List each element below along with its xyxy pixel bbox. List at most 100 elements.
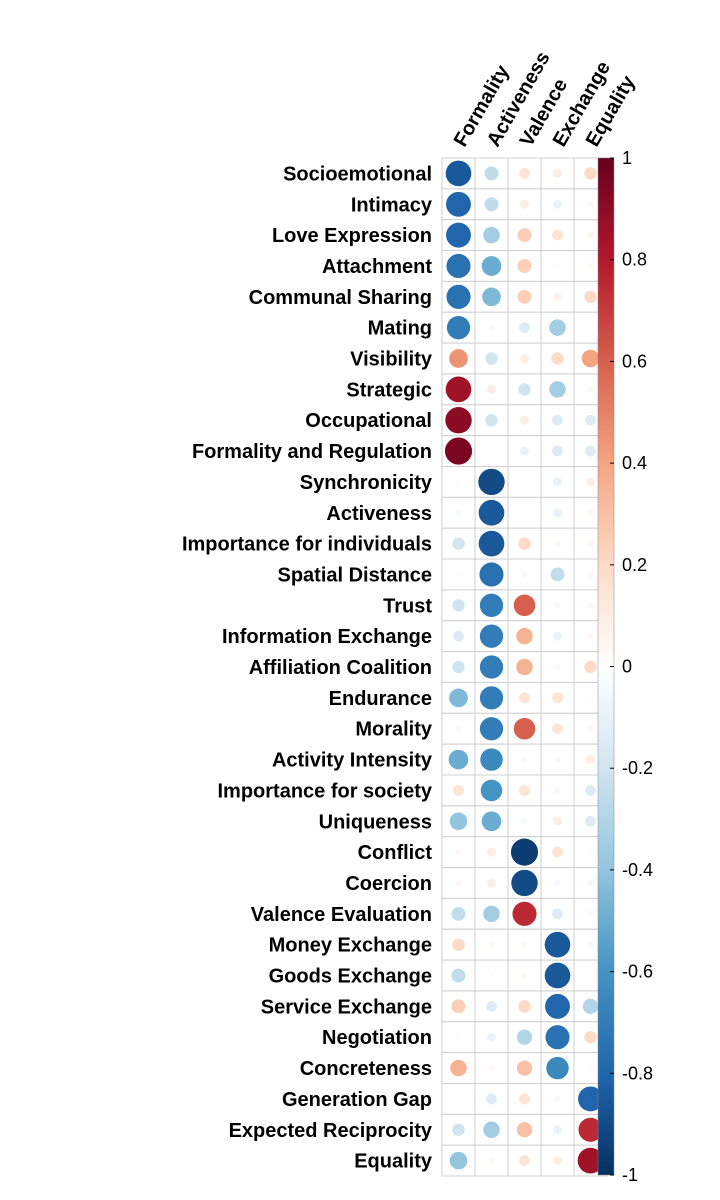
correlation-circle [585, 445, 596, 457]
correlation-circle [516, 627, 533, 645]
row-label: Negotiation [322, 1027, 432, 1049]
correlation-circle [444, 437, 473, 465]
correlation-circle [452, 537, 465, 550]
correlation-circle [519, 1155, 530, 1167]
correlation-circle [521, 571, 528, 578]
correlation-circle [453, 630, 464, 642]
correlation-circle [519, 692, 530, 704]
correlation-circle [544, 931, 571, 958]
correlation-circle [521, 756, 528, 763]
row-label: Conflict [358, 842, 433, 864]
correlation-circle [512, 901, 537, 926]
correlation-circle [489, 973, 494, 978]
column-labels: FormalityActivenessValenceExchangeEquali… [450, 48, 640, 150]
grid-cell [474, 435, 509, 467]
row-label: Service Exchange [261, 996, 432, 1018]
correlation-circle [544, 962, 571, 989]
correlation-circle [456, 1035, 461, 1040]
correlation-circle [488, 1157, 495, 1164]
correlation-circle [455, 725, 462, 732]
correlation-circle [521, 941, 528, 948]
correlation-circle [553, 816, 562, 826]
correlation-circle [546, 1056, 569, 1080]
correlation-circle [578, 1086, 603, 1112]
row-label: Valence Evaluation [251, 904, 432, 926]
correlation-circle [516, 1122, 533, 1138]
correlation-circle [552, 846, 563, 858]
correlation-circle [478, 530, 505, 557]
correlation-circle [554, 602, 561, 609]
correlation-circle [481, 256, 502, 276]
correlation-circle [446, 253, 471, 279]
correlation-circle [584, 290, 597, 304]
grid-cell [507, 188, 542, 221]
correlation-circle [553, 477, 562, 487]
correlation-circle [521, 972, 528, 979]
row-label: Love Expression [272, 225, 432, 247]
colorbar-tick-label: -1 [622, 1165, 638, 1185]
correlation-circle [554, 787, 561, 794]
correlation-circle [553, 169, 562, 178]
correlation-circle [480, 779, 503, 802]
correlation-circle [553, 508, 562, 518]
correlation-circle [554, 1095, 561, 1103]
correlation-circle [587, 232, 594, 239]
row-label: Socioemotional [283, 163, 432, 185]
correlation-circle [588, 695, 593, 700]
correlation-circle [479, 593, 504, 617]
row-label: Importance for society [217, 780, 432, 802]
colorbar-tick-label: -0.2 [622, 758, 653, 778]
correlation-circle [587, 201, 594, 208]
row-label: Intimacy [351, 194, 433, 216]
row-label: Coercion [345, 873, 432, 895]
grid-cell [507, 466, 542, 498]
correlation-circle [587, 602, 594, 609]
correlation-circle [587, 540, 594, 547]
correlation-circle [480, 748, 503, 771]
correlation-circle [519, 168, 530, 179]
colorbar-tick-label: -0.6 [622, 962, 653, 982]
correlation-circle [520, 446, 529, 456]
correlation-circle [584, 167, 597, 180]
correlation-circle [587, 633, 594, 640]
row-label: Goods Exchange [269, 966, 432, 988]
correlation-circle [587, 910, 594, 917]
correlation-circle [545, 993, 570, 1019]
correlation-circle [478, 468, 505, 496]
correlation-circle [487, 847, 496, 857]
correlation-circle [585, 414, 596, 426]
correlation-circle [517, 259, 532, 273]
correlation-circle [487, 1032, 496, 1042]
correlation-circle [453, 785, 464, 796]
correlation-circle [487, 384, 496, 394]
colorbar-tick-label: -0.8 [622, 1063, 653, 1083]
correlation-circle [451, 999, 466, 1014]
correlation-circle [445, 407, 472, 434]
correlation-circle [488, 1064, 495, 1072]
correlation-circle [519, 322, 530, 334]
color-legend: -1 -0.8 -0.6 -0.4 -0.2 0 0.2 0.4 0.6 0.8 1 [597, 148, 653, 1185]
row-label: Affiliation Coalition [249, 657, 432, 679]
row-label: Importance for individuals [182, 534, 432, 556]
correlation-circle [513, 717, 536, 740]
correlation-circle [587, 941, 594, 948]
grid-cell [540, 1144, 575, 1177]
correlation-circle [448, 749, 469, 770]
correlation-circle [552, 414, 563, 426]
correlation-circle [486, 1093, 497, 1105]
correlation-circle [445, 160, 472, 187]
correlation-circle [553, 1125, 562, 1135]
row-label: Attachment [322, 256, 432, 278]
row-label: Occupational [305, 410, 432, 432]
colorbar-tick-label: 1 [622, 148, 632, 168]
correlation-circle [481, 811, 502, 832]
correlation-circle [456, 1096, 461, 1101]
correlation-circle [549, 381, 566, 398]
correlation-circle [551, 352, 564, 365]
colorbar-tick-label: -0.4 [622, 860, 653, 880]
correlation-circle [520, 415, 529, 425]
correlation-circle [449, 812, 468, 831]
correlation-circle [449, 688, 468, 708]
correlation-circle [587, 509, 594, 516]
correlation-circle [586, 755, 595, 764]
